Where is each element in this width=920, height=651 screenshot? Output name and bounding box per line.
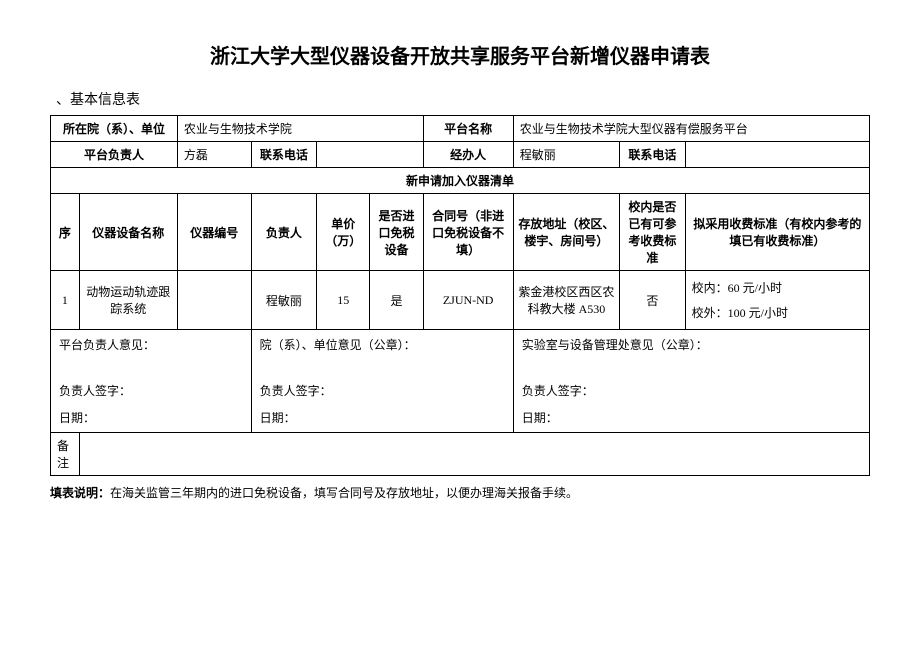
document-title: 浙江大学大型仪器设备开放共享服务平台新增仪器申请表: [50, 40, 870, 69]
footer-note: 填表说明：在海关监管三年期内的进口免税设备，填写合同号及存放地址，以便办理海关报…: [50, 484, 870, 501]
handler-value: 程敏丽: [513, 142, 619, 168]
col-code: 仪器编号: [177, 194, 251, 271]
handler-label: 经办人: [423, 142, 513, 168]
col-seq: 序: [51, 194, 80, 271]
leader-value: 方磊: [177, 142, 251, 168]
application-form-table: 所在院（系）、单位 农业与生物技术学院 平台名称 农业与生物技术学院大型仪器有偿…: [50, 115, 870, 476]
sig-block-platform: 平台负责人意见： 负责人签字： 日期：: [51, 330, 252, 433]
cell-seq: 1: [51, 271, 80, 330]
col-import: 是否进口免税设备: [370, 194, 423, 271]
cell-code: [177, 271, 251, 330]
leader-label: 平台负责人: [51, 142, 178, 168]
phone2-value: [685, 142, 869, 168]
col-person: 负责人: [251, 194, 317, 271]
phone-value: [317, 142, 423, 168]
cell-plan: 校内：60 元/小时 校外：100 元/小时: [685, 271, 869, 330]
col-name: 仪器设备名称: [79, 194, 177, 271]
cell-hasref: 否: [620, 271, 686, 330]
footer-label: 填表说明：: [50, 486, 110, 500]
section-label: 、基本信息表: [56, 89, 870, 109]
cell-import: 是: [370, 271, 423, 330]
col-plan: 拟采用收费标准（有校内参考的填已有收费标准）: [685, 194, 869, 271]
phone-label: 联系电话: [251, 142, 317, 168]
sig-block-lab: 实验室与设备管理处意见（公章）： 负责人签字： 日期：: [513, 330, 869, 433]
list-header-title: 新申请加入仪器清单: [51, 168, 870, 194]
sig-block-dept: 院（系）、单位意见（公章）： 负责人签字： 日期：: [251, 330, 513, 433]
cell-contract: ZJUN-ND: [423, 271, 513, 330]
platform-value: 农业与生物技术学院大型仪器有偿服务平台: [513, 116, 869, 142]
dept-label: 所在院（系）、单位: [51, 116, 178, 142]
phone2-label: 联系电话: [620, 142, 686, 168]
col-location: 存放地址（校区、楼宇、房间号）: [513, 194, 619, 271]
cell-price: 15: [317, 271, 370, 330]
dept-value: 农业与生物技术学院: [177, 116, 423, 142]
platform-label: 平台名称: [423, 116, 513, 142]
col-contract: 合同号（非进口免税设备不填）: [423, 194, 513, 271]
footer-text: 在海关监管三年期内的进口免税设备，填写合同号及存放地址，以便办理海关报备手续。: [110, 486, 578, 500]
cell-location: 紫金港校区西区农科教大楼 A530: [513, 271, 619, 330]
remark-label: 备注: [51, 433, 80, 476]
cell-name: 动物运动轨迹跟踪系统: [79, 271, 177, 330]
remark-value: [79, 433, 869, 476]
col-price: 单价（万）: [317, 194, 370, 271]
col-hasref: 校内是否已有可参考收费标准: [620, 194, 686, 271]
cell-person: 程敏丽: [251, 271, 317, 330]
